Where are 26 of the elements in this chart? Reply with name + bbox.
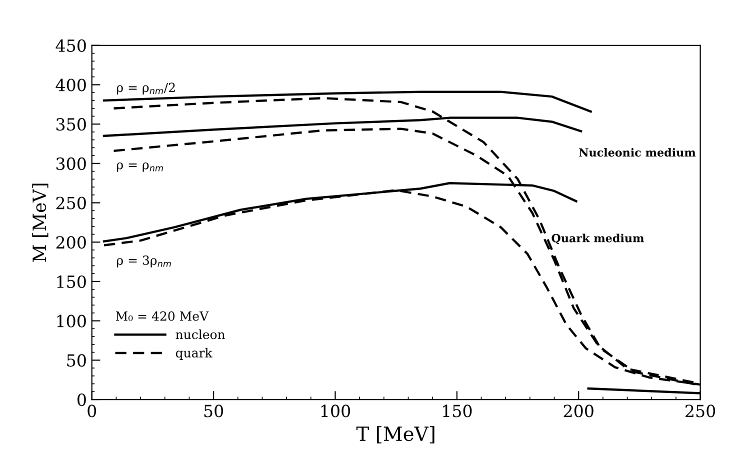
y-tick-label: 100 [57, 314, 86, 328]
x-tick-label: 0 [88, 404, 96, 418]
y-tick-label: 350 [56, 118, 86, 131]
x-tick-label: 50 [204, 404, 224, 418]
x-tick-label: 250 [686, 404, 716, 418]
y-tick-label: 400 [56, 78, 86, 92]
x-tick-label: 150 [443, 404, 472, 418]
y-tick-label: 200 [56, 236, 86, 249]
y-tick-label: 0 [78, 393, 86, 406]
legend-label: quark [176, 348, 212, 360]
annotation: Nucleonic medium [579, 148, 696, 157]
annotation: ρ = ρ$_{nm}$/2 [116, 82, 175, 95]
legend-title: M₀ = 420 MeV [116, 311, 209, 321]
x-tick-label: 200 [564, 404, 594, 418]
y-tick-label: 50 [67, 354, 86, 367]
legend-label: nucleon [176, 329, 226, 340]
y-axis-title: M [MeV] [32, 184, 48, 262]
y-tick-label: 250 [56, 196, 86, 210]
annotation: ρ = ρ$_{nm}$ [116, 162, 163, 172]
y-tick-label: 300 [56, 157, 86, 170]
x-axis-title: T [MeV] [356, 426, 434, 444]
y-tick-label: 150 [57, 275, 86, 288]
x-tick-label: 100 [321, 404, 350, 418]
y-tick-label: 450 [56, 39, 86, 52]
annotation: ρ = 3ρ$_{nm}$ [116, 255, 171, 268]
annotation: Quark medium [552, 234, 644, 244]
